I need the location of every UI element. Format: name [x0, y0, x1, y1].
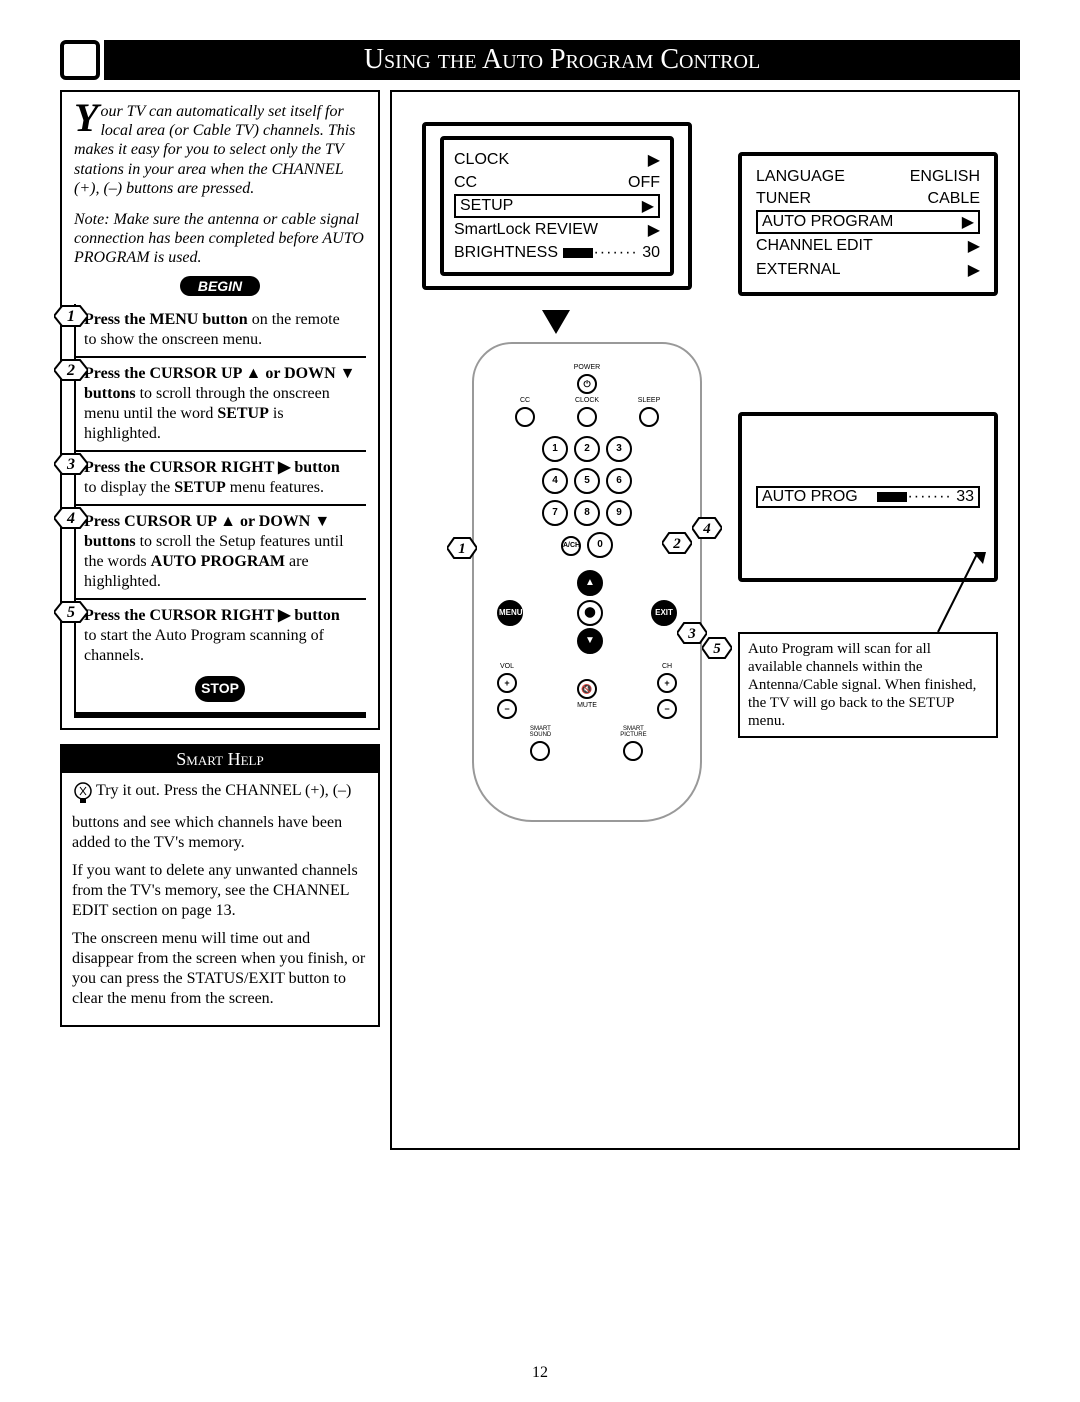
- cursor-up-button: ▲: [577, 570, 603, 596]
- stop-pill: STOP: [195, 676, 245, 702]
- ach-button: A/CH: [561, 536, 581, 556]
- power-button: ⏻: [577, 374, 597, 394]
- cursor-down-button: ▼: [577, 628, 603, 654]
- svg-text:1: 1: [67, 308, 75, 325]
- page-number: 12: [0, 1364, 1080, 1382]
- svg-text:3: 3: [687, 626, 696, 642]
- step-5: 5 Press the CURSOR RIGHT ▶ button to sta…: [74, 600, 366, 718]
- intro-box: Y our TV can automatically set itself fo…: [60, 90, 380, 730]
- step-1: 1 Press the MENU button on the remote to…: [74, 304, 366, 358]
- illustration-panel: CLOCK▶ CCOFF SETUP▶ SmartLock REVIEW▶ BR…: [390, 90, 1020, 1150]
- step-num-2: 2: [54, 358, 88, 382]
- page-title: Using the Auto Program Control: [104, 40, 1020, 80]
- begin-pill: BEGIN: [180, 276, 260, 297]
- dropcap: Y: [74, 102, 100, 134]
- result-text: Auto Program will scan for all available…: [738, 632, 998, 738]
- smart-p3: The onscreen menu will time out and disa…: [72, 929, 368, 1009]
- smart-help-title: Smart Help: [62, 746, 378, 773]
- callout-5: 5: [702, 637, 732, 659]
- osd2-language: LANGUAGE: [756, 168, 845, 186]
- osd1-cc: CC: [454, 174, 477, 192]
- step-3: 3 Press the CURSOR RIGHT ▶ button to dis…: [74, 452, 366, 506]
- step-num-3: 3: [54, 452, 88, 476]
- osd2-autoprogram: AUTO PROGRAM: [762, 213, 893, 231]
- svg-text:2: 2: [66, 362, 75, 379]
- svg-text:4: 4: [66, 510, 75, 527]
- intro-note: Note: Make sure the antenna or cable sig…: [74, 210, 366, 268]
- svg-text:3: 3: [66, 456, 75, 473]
- osd1-smartlock: SmartLock REVIEW: [454, 221, 598, 239]
- step-4: 4 Press CURSOR UP ▲ or DOWN ▼ buttons to…: [74, 506, 366, 600]
- step-num-1: 1: [54, 304, 88, 328]
- smart-p1: Try it out. Press the CHANNEL (+), (–) b…: [72, 781, 368, 853]
- smart-help-box: Smart Help Try it out. Press the CHANNEL…: [60, 744, 380, 1027]
- arrow-to-result: [928, 552, 988, 642]
- step-num-5: 5: [54, 600, 88, 624]
- osd-setup-menu: LANGUAGEENGLISH TUNERCABLE AUTO PROGRAM▶…: [738, 152, 998, 296]
- osd2-channeledit: CHANNEL EDIT: [756, 237, 873, 255]
- osd1-setup: SETUP: [460, 197, 513, 215]
- header-checkbox: [60, 40, 100, 80]
- arrow-down-icon: [542, 310, 570, 334]
- intro-text: our TV can automatically set itself for …: [74, 103, 355, 197]
- osd1-brightness: BRIGHTNESS: [454, 244, 558, 262]
- menu-button: MENU: [497, 600, 523, 626]
- callout-2: 2: [662, 532, 692, 554]
- svg-text:2: 2: [672, 536, 681, 552]
- step-num-4: 4: [54, 506, 88, 530]
- svg-text:5: 5: [67, 604, 75, 621]
- osd3-label: AUTO PROG: [762, 488, 858, 506]
- remote-control: POWER ⏻ CC CLOCK SLEEP 123 456 789 A/CH0…: [472, 342, 702, 822]
- callout-1: 1: [447, 537, 477, 559]
- smart-p2: If you want to delete any unwanted chann…: [72, 861, 368, 921]
- exit-button: EXIT: [651, 600, 677, 626]
- svg-text:1: 1: [458, 541, 466, 557]
- svg-text:5: 5: [713, 641, 721, 657]
- step-2: 2 Press the CURSOR UP ▲ or DOWN ▼ button…: [74, 358, 366, 452]
- osd2-tuner: TUNER: [756, 190, 811, 208]
- osd-main-menu: CLOCK▶ CCOFF SETUP▶ SmartLock REVIEW▶ BR…: [422, 122, 692, 290]
- osd1-clock: CLOCK: [454, 151, 509, 169]
- svg-text:4: 4: [702, 521, 711, 537]
- bulb-icon: [72, 781, 96, 813]
- osd2-external: EXTERNAL: [756, 261, 840, 279]
- callout-4: 4: [692, 517, 722, 539]
